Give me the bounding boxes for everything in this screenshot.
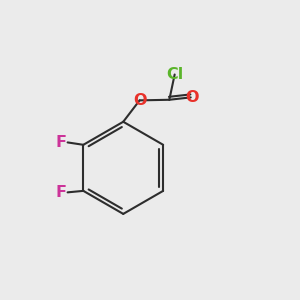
Text: O: O [185,90,199,105]
Text: O: O [133,93,146,108]
Text: Cl: Cl [166,67,183,82]
Text: F: F [56,135,67,150]
Text: F: F [56,185,67,200]
